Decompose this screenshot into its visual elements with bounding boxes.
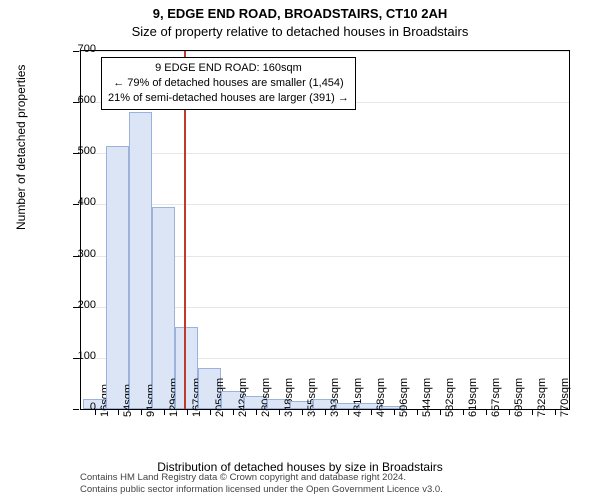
plot-area: 16sqm54sqm91sqm129sqm167sqm205sqm242sqm2… [80, 50, 570, 410]
x-tick-label: 506sqm [398, 378, 410, 417]
annotation-line1: 9 EDGE END ROAD: 160sqm [108, 61, 349, 76]
y-tick-label: 600 [56, 94, 96, 106]
y-tick-label: 500 [56, 145, 96, 157]
y-tick-label: 400 [56, 196, 96, 208]
x-tick-label: 468sqm [375, 378, 387, 417]
histogram-bar [129, 112, 152, 409]
y-tick-label: 100 [56, 350, 96, 362]
annotation-line3: 21% of semi-detached houses are larger (… [108, 91, 349, 106]
annotation-box: 9 EDGE END ROAD: 160sqm← 79% of detached… [101, 57, 356, 110]
x-tick-label: 732sqm [536, 378, 548, 417]
x-tick-label: 318sqm [283, 378, 295, 417]
annotation-line2: ← 79% of detached houses are smaller (1,… [108, 76, 349, 91]
x-tick-label: 355sqm [306, 378, 318, 417]
footer-attribution: Contains HM Land Registry data © Crown c… [80, 472, 443, 496]
x-tick-label: 280sqm [260, 378, 272, 417]
chart-title-line1: 9, EDGE END ROAD, BROADSTAIRS, CT10 2AH [0, 6, 600, 21]
y-tick-label: 0 [56, 401, 96, 413]
x-tick-label: 431sqm [352, 378, 364, 417]
histogram-bar [106, 146, 129, 409]
footer-line1: Contains HM Land Registry data © Crown c… [80, 472, 443, 484]
x-tick-label: 770sqm [559, 378, 571, 417]
y-tick-label: 200 [56, 299, 96, 311]
x-tick-label: 657sqm [490, 378, 502, 417]
y-tick-label: 300 [56, 248, 96, 260]
chart-title-line2: Size of property relative to detached ho… [0, 24, 600, 39]
y-axis-title: Number of detached properties [14, 65, 28, 230]
x-tick-label: 582sqm [444, 378, 456, 417]
x-tick-label: 619sqm [467, 378, 479, 417]
footer-line2: Contains public sector information licen… [80, 484, 443, 496]
x-tick-label: 544sqm [421, 378, 433, 417]
y-tick-label: 700 [56, 43, 96, 55]
x-tick-label: 393sqm [329, 378, 341, 417]
x-tick-label: 695sqm [513, 378, 525, 417]
